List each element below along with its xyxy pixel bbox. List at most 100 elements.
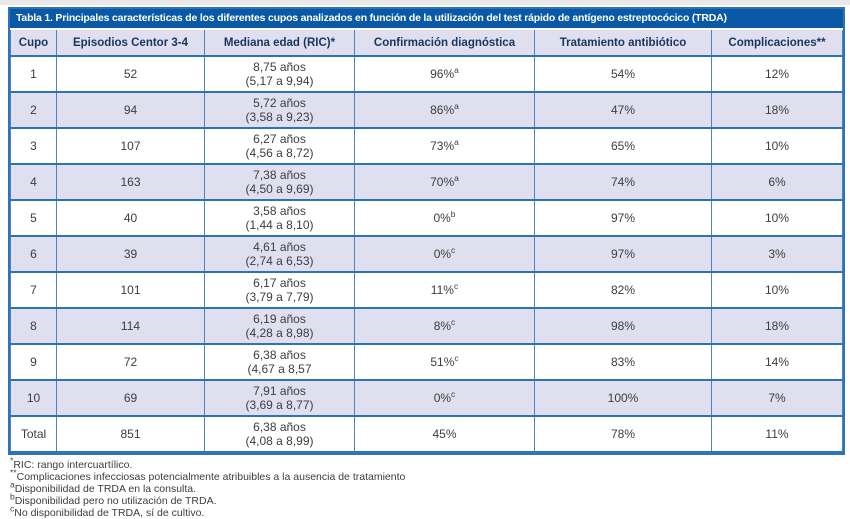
cell-cupo: 4 (10, 163, 57, 201)
cell-complicaciones: 6% (711, 163, 843, 201)
mediana-line-2: (1,44 a 8,10) (245, 218, 314, 232)
cell-mediana-edad: 4,61 años (2,74 a 6,53) (204, 235, 355, 273)
cell-cupo: 10 (10, 379, 57, 417)
confirmacion-value: 51% (430, 355, 455, 369)
cell-mediana-edad: 8,75 años (5,17 a 9,94) (204, 55, 355, 93)
table-header: Cupo Episodios Centor 3-4 Mediana edad (… (10, 30, 843, 57)
cell-cupo: 3 (10, 127, 57, 165)
column-header-tratamiento: Tratamiento antibiótico (534, 30, 712, 57)
cell-complicaciones: 10% (711, 127, 843, 165)
mediana-line-1: 8,75 años (253, 60, 306, 74)
table-row: 9 72 6,38 años (4,67 a 8,57 51%c 83% 14% (10, 343, 843, 381)
cell-complicaciones: 14% (711, 343, 843, 381)
footnote-c: cNo disponibilidad de TRDA, sí de cultiv… (10, 504, 840, 519)
cell-episodios: 39 (56, 235, 205, 273)
cell-cupo: 1 (10, 55, 57, 93)
mediana-line-1: 5,72 años (253, 96, 306, 110)
confirmacion-footnote-mark: c (451, 389, 456, 399)
cell-tratamiento: 47% (534, 91, 712, 129)
header-row: Cupo Episodios Centor 3-4 Mediana edad (… (10, 30, 843, 57)
confirmacion-value: 8% (433, 319, 452, 333)
cell-confirmacion: 73%a (354, 127, 535, 165)
cell-mediana-edad: 7,38 años (4,50 a 9,69) (204, 163, 355, 201)
table-row: 4 163 7,38 años (4,50 a 9,69) 70%a 74% 6… (10, 163, 843, 201)
cell-confirmacion: 0%b (354, 199, 535, 237)
cell-episodios: 94 (56, 91, 205, 129)
footnote-text: Disponibilidad de TRDA en la consulta. (14, 483, 197, 495)
cell-episodios: 114 (56, 307, 205, 345)
cell-cupo: 5 (10, 199, 57, 237)
footnote-marker-asterisk: * (10, 455, 14, 466)
cell-complicaciones: 18% (711, 91, 843, 129)
cell-mediana-edad: 6,38 años (4,67 a 8,57 (204, 343, 355, 381)
cell-tratamiento: 100% (534, 379, 712, 417)
cell-cupo: 2 (10, 91, 57, 129)
footnote-text: Disponibilidad pero no utilización de TR… (14, 495, 217, 507)
mediana-line-1: 6,19 años (253, 312, 306, 326)
cell-tratamiento: 97% (534, 199, 712, 237)
table-container: Tabla 1. Principales características de … (8, 7, 845, 455)
cell-tratamiento: 78% (534, 415, 712, 453)
cell-mediana-edad: 6,27 años (4,56 a 8,72) (204, 127, 355, 165)
column-header-cupo: Cupo (10, 30, 57, 57)
cell-confirmacion: 51%c (354, 343, 535, 381)
footnote-marker-b: b (10, 491, 15, 502)
mediana-line-1: 6,38 años (253, 348, 306, 362)
table-row: 10 69 7,91 años (3,69 a 8,77) 0%c 100% 7… (10, 379, 843, 417)
column-header-confirmacion: Confirmación diagnóstica (354, 30, 535, 57)
confirmacion-value: 96% (430, 67, 455, 81)
confirmacion-footnote-mark: c (451, 317, 456, 327)
table-title: Tabla 1. Principales características de … (10, 9, 843, 30)
mediana-line-1: 6,27 años (253, 132, 306, 146)
cell-mediana-edad: 6,17 años (3,79 a 7,79) (204, 271, 355, 309)
confirmacion-value: 73% (430, 139, 455, 153)
footnote-b: bDisponibilidad pero no utilización de T… (10, 491, 840, 507)
cell-complicaciones: 10% (711, 271, 843, 309)
page-top-strip (0, 0, 850, 5)
mediana-line-2: (4,50 a 9,69) (245, 182, 314, 196)
cell-confirmacion: 0%c (354, 379, 535, 417)
cell-mediana-edad: 3,58 años (1,44 a 8,10) (204, 199, 355, 237)
table-row: 1 52 8,75 años (5,17 a 9,94) 96%a 54% 12… (10, 55, 843, 93)
confirmacion-footnote-mark: c (451, 245, 456, 255)
cell-tratamiento: 98% (534, 307, 712, 345)
mediana-line-1: 7,91 años (253, 384, 306, 398)
cell-episodios: 163 (56, 163, 205, 201)
cell-mediana-edad: 6,38 años (4,08 a 8,99) (204, 415, 355, 453)
cell-cupo: Total (10, 415, 57, 453)
footnote-a: aDisponibilidad de TRDA en la consulta. (10, 480, 840, 495)
table-row: 6 39 4,61 años (2,74 a 6,53) 0%c 97% 3% (10, 235, 843, 273)
cell-tratamiento: 83% (534, 343, 712, 381)
mediana-line-1: 6,38 años (253, 420, 306, 434)
cell-confirmacion: 70%a (354, 163, 535, 201)
cell-episodios: 101 (56, 271, 205, 309)
mediana-line-1: 3,58 años (253, 204, 306, 218)
cell-episodios: 40 (56, 199, 205, 237)
cell-mediana-edad: 5,72 años (3,58 a 9,23) (204, 91, 355, 129)
mediana-line-2: (4,28 a 8,98) (245, 326, 314, 340)
footnote-text: RIC: rango intercuartílico. (13, 459, 133, 471)
cell-complicaciones: 7% (711, 379, 843, 417)
cell-mediana-edad: 6,19 años (4,28 a 8,98) (204, 307, 355, 345)
mediana-line-2: (3,69 a 8,77) (245, 398, 314, 412)
column-header-mediana-edad: Mediana edad (RIC)* (204, 30, 355, 57)
cell-confirmacion: 8%c (354, 307, 535, 345)
cell-confirmacion: 0%c (354, 235, 535, 273)
footnote-text: Complicaciones infecciosas potencialment… (16, 471, 406, 483)
mediana-line-2: (3,79 a 7,79) (245, 290, 314, 304)
footnote-ric: *RIC: rango intercuartílico. (10, 455, 840, 471)
confirmacion-value: 11% (430, 283, 454, 297)
cell-tratamiento: 54% (534, 55, 712, 93)
cell-complicaciones: 12% (711, 55, 843, 93)
confirmacion-footnote-mark: a (454, 137, 459, 147)
footnote-complicaciones: **Complicaciones infecciosas potencialme… (10, 468, 840, 483)
mediana-line-2: (2,74 a 6,53) (245, 254, 314, 268)
mediana-line-2: (5,17 a 9,94) (245, 74, 314, 88)
column-header-complicaciones: Complicaciones** (711, 30, 843, 57)
confirmacion-footnote-mark: a (454, 101, 459, 111)
footnote-text: No disponibilidad de TRDA, sí de cultivo… (14, 507, 205, 519)
confirmacion-footnote-mark: a (454, 65, 459, 75)
cell-episodios: 72 (56, 343, 205, 381)
cell-cupo: 7 (10, 271, 57, 309)
cell-episodios: 69 (56, 379, 205, 417)
